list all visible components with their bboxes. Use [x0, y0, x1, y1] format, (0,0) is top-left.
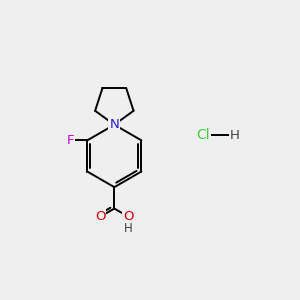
Text: O: O	[123, 210, 134, 223]
Text: F: F	[66, 134, 74, 147]
Text: N: N	[110, 118, 119, 131]
Text: H: H	[124, 221, 133, 235]
Text: O: O	[95, 210, 105, 223]
Text: Cl: Cl	[197, 128, 210, 142]
Text: H: H	[230, 129, 240, 142]
